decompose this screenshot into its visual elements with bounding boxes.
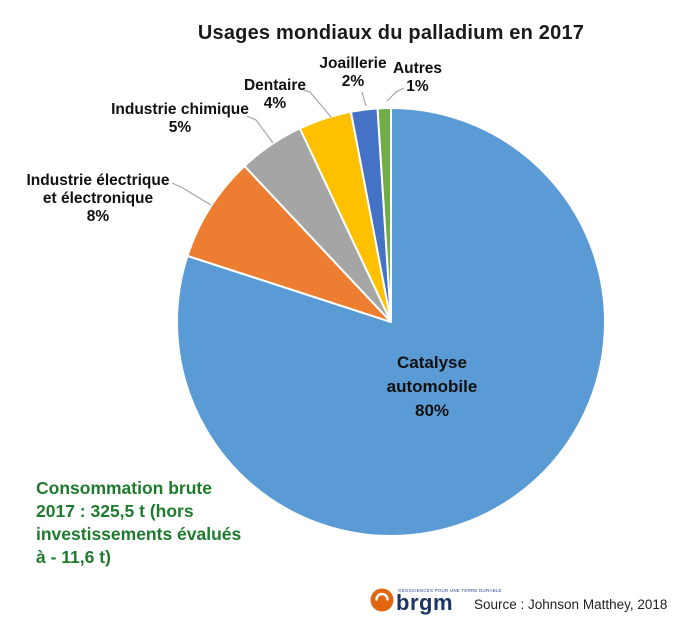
label-joaillerie: Joaillerie 2% (313, 55, 393, 91)
leader-line-electrique (171, 182, 212, 206)
note-line: Consommation brute (36, 478, 212, 498)
label-text: Industrie chimique (111, 101, 249, 118)
leader-line-autres (386, 87, 405, 102)
note-line: à - 11,6 t) (36, 547, 111, 567)
label-catalyse-automobile: Catalyse automobile 80% (372, 351, 492, 423)
pie-slices (176, 106, 606, 537)
label-text: Catalyse automobile (386, 353, 478, 396)
consumption-note: Consommation brute 2017 : 325,5 t (hors … (36, 477, 298, 569)
chart-title: Usages mondiaux du palladium en 2017 (197, 22, 585, 44)
pie-slice-autres (376, 106, 392, 323)
label-industrie-electrique: Industrie électrique et électronique 8% (18, 172, 178, 226)
label-autres: Autres 1% (385, 60, 450, 96)
source-text: Source : Johnson Matthey, 2018 (474, 597, 668, 612)
label-pct: 8% (86, 208, 110, 225)
brgm-tagline: GÉOSCIENCES POUR UNE TERRE DURABLE (398, 588, 502, 593)
label-text: Dentaire (243, 77, 307, 94)
label-industrie-chimique: Industrie chimique 5% (100, 101, 260, 137)
label-pct: 80% (414, 401, 450, 420)
note-line: 2017 : 325,5 t (hors (36, 501, 194, 521)
pie-slice-industrie-lectrique-et-lectronique (186, 165, 392, 323)
label-dentaire: Dentaire 4% (235, 77, 315, 113)
leader-line-dentaire (300, 88, 332, 118)
leader-lines (171, 87, 405, 206)
label-pct: 1% (406, 78, 429, 95)
brgm-logo: GÉOSCIENCES POUR UNE TERRE DURABLE brgm (370, 586, 502, 622)
brgm-logo-icon (370, 588, 394, 612)
label-pct: 2% (341, 73, 365, 90)
label-pct: 5% (168, 119, 192, 136)
label-text: Autres (392, 60, 443, 77)
label-text: Joaillerie (319, 55, 387, 72)
label-text: Industrie électrique et électronique (26, 172, 170, 207)
note-line: investissements évalués (36, 524, 242, 544)
leader-line-chimique (246, 115, 274, 144)
label-pct: 4% (263, 95, 287, 112)
brgm-wordmark: brgm (396, 590, 453, 615)
leader-line-joaillerie (361, 91, 367, 107)
